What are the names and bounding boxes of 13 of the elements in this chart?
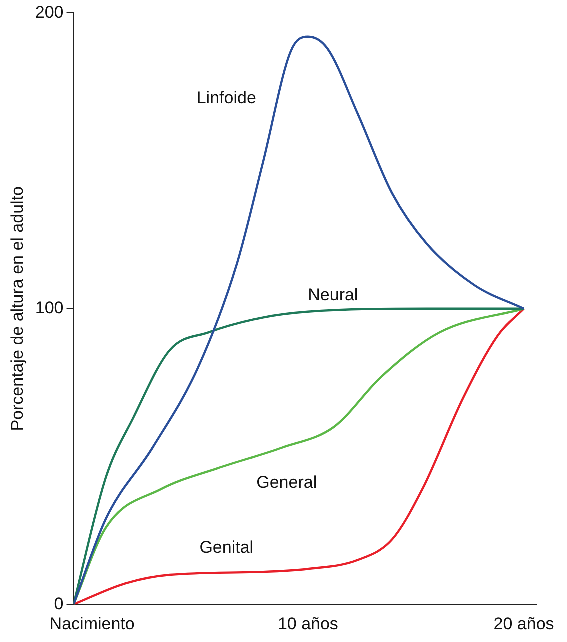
- y-tick-label: 200: [35, 2, 64, 22]
- y-tick-label: 0: [54, 594, 64, 614]
- y-tick-label: 100: [35, 298, 64, 318]
- series-label: General: [256, 473, 318, 492]
- x-tick-label: Nacimiento: [50, 614, 135, 634]
- y-axis-title: Porcentaje de altura en el adulto: [8, 186, 27, 432]
- series-label: Neural: [308, 286, 358, 305]
- series-label: Genital: [200, 538, 254, 558]
- line-series: [74, 308, 526, 605]
- x-tick-label: 20 años: [494, 614, 554, 634]
- line-series: [74, 36, 526, 605]
- x-tick-label: 10 años: [278, 614, 338, 634]
- series-label: Linfoide: [196, 88, 256, 108]
